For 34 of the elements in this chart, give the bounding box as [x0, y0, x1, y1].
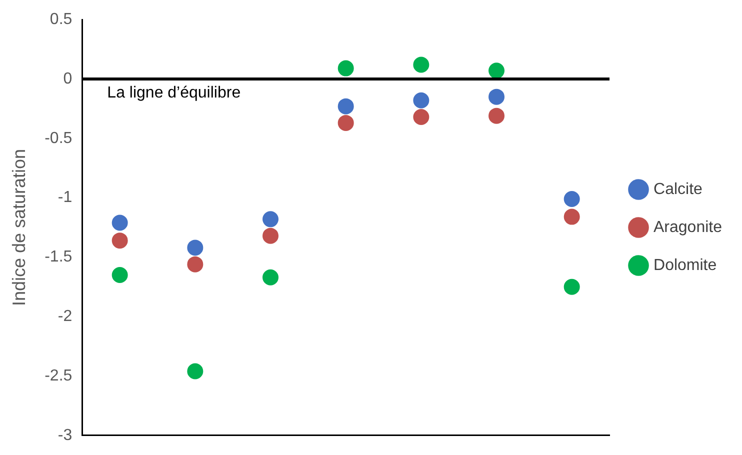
y-tick-label: -2.5	[44, 367, 72, 384]
legend-label: Dolomite	[654, 256, 717, 274]
point	[564, 278, 580, 295]
point	[262, 228, 279, 244]
point	[564, 190, 580, 207]
point	[112, 232, 128, 249]
legend-label: Aragonite	[654, 218, 722, 236]
point	[338, 114, 354, 131]
point	[187, 240, 204, 256]
point	[564, 208, 580, 225]
y-tick-label: 0	[63, 70, 72, 88]
y-axis-title: Indice de saturation	[8, 148, 29, 306]
point	[488, 108, 505, 124]
legend-label: Calcite	[654, 180, 703, 198]
point	[187, 363, 204, 380]
point	[112, 267, 128, 284]
point	[112, 214, 128, 231]
y-tick-label: -1	[58, 189, 72, 206]
y-tick-label: -0.5	[44, 130, 72, 147]
point	[413, 92, 430, 108]
y-tick-label: -2	[58, 308, 72, 326]
point	[488, 62, 505, 79]
point	[262, 269, 279, 286]
ref-line-label: La ligne d’équilibre	[107, 84, 241, 102]
y-tick-label: 0.5	[50, 11, 72, 28]
point	[262, 211, 279, 228]
point	[338, 60, 354, 76]
point	[413, 56, 430, 73]
point	[413, 109, 430, 126]
y-tick-label: -3	[58, 426, 72, 444]
y-tick-label: -1.5	[44, 248, 72, 266]
point	[187, 256, 204, 272]
point	[488, 88, 505, 105]
point	[338, 98, 354, 114]
